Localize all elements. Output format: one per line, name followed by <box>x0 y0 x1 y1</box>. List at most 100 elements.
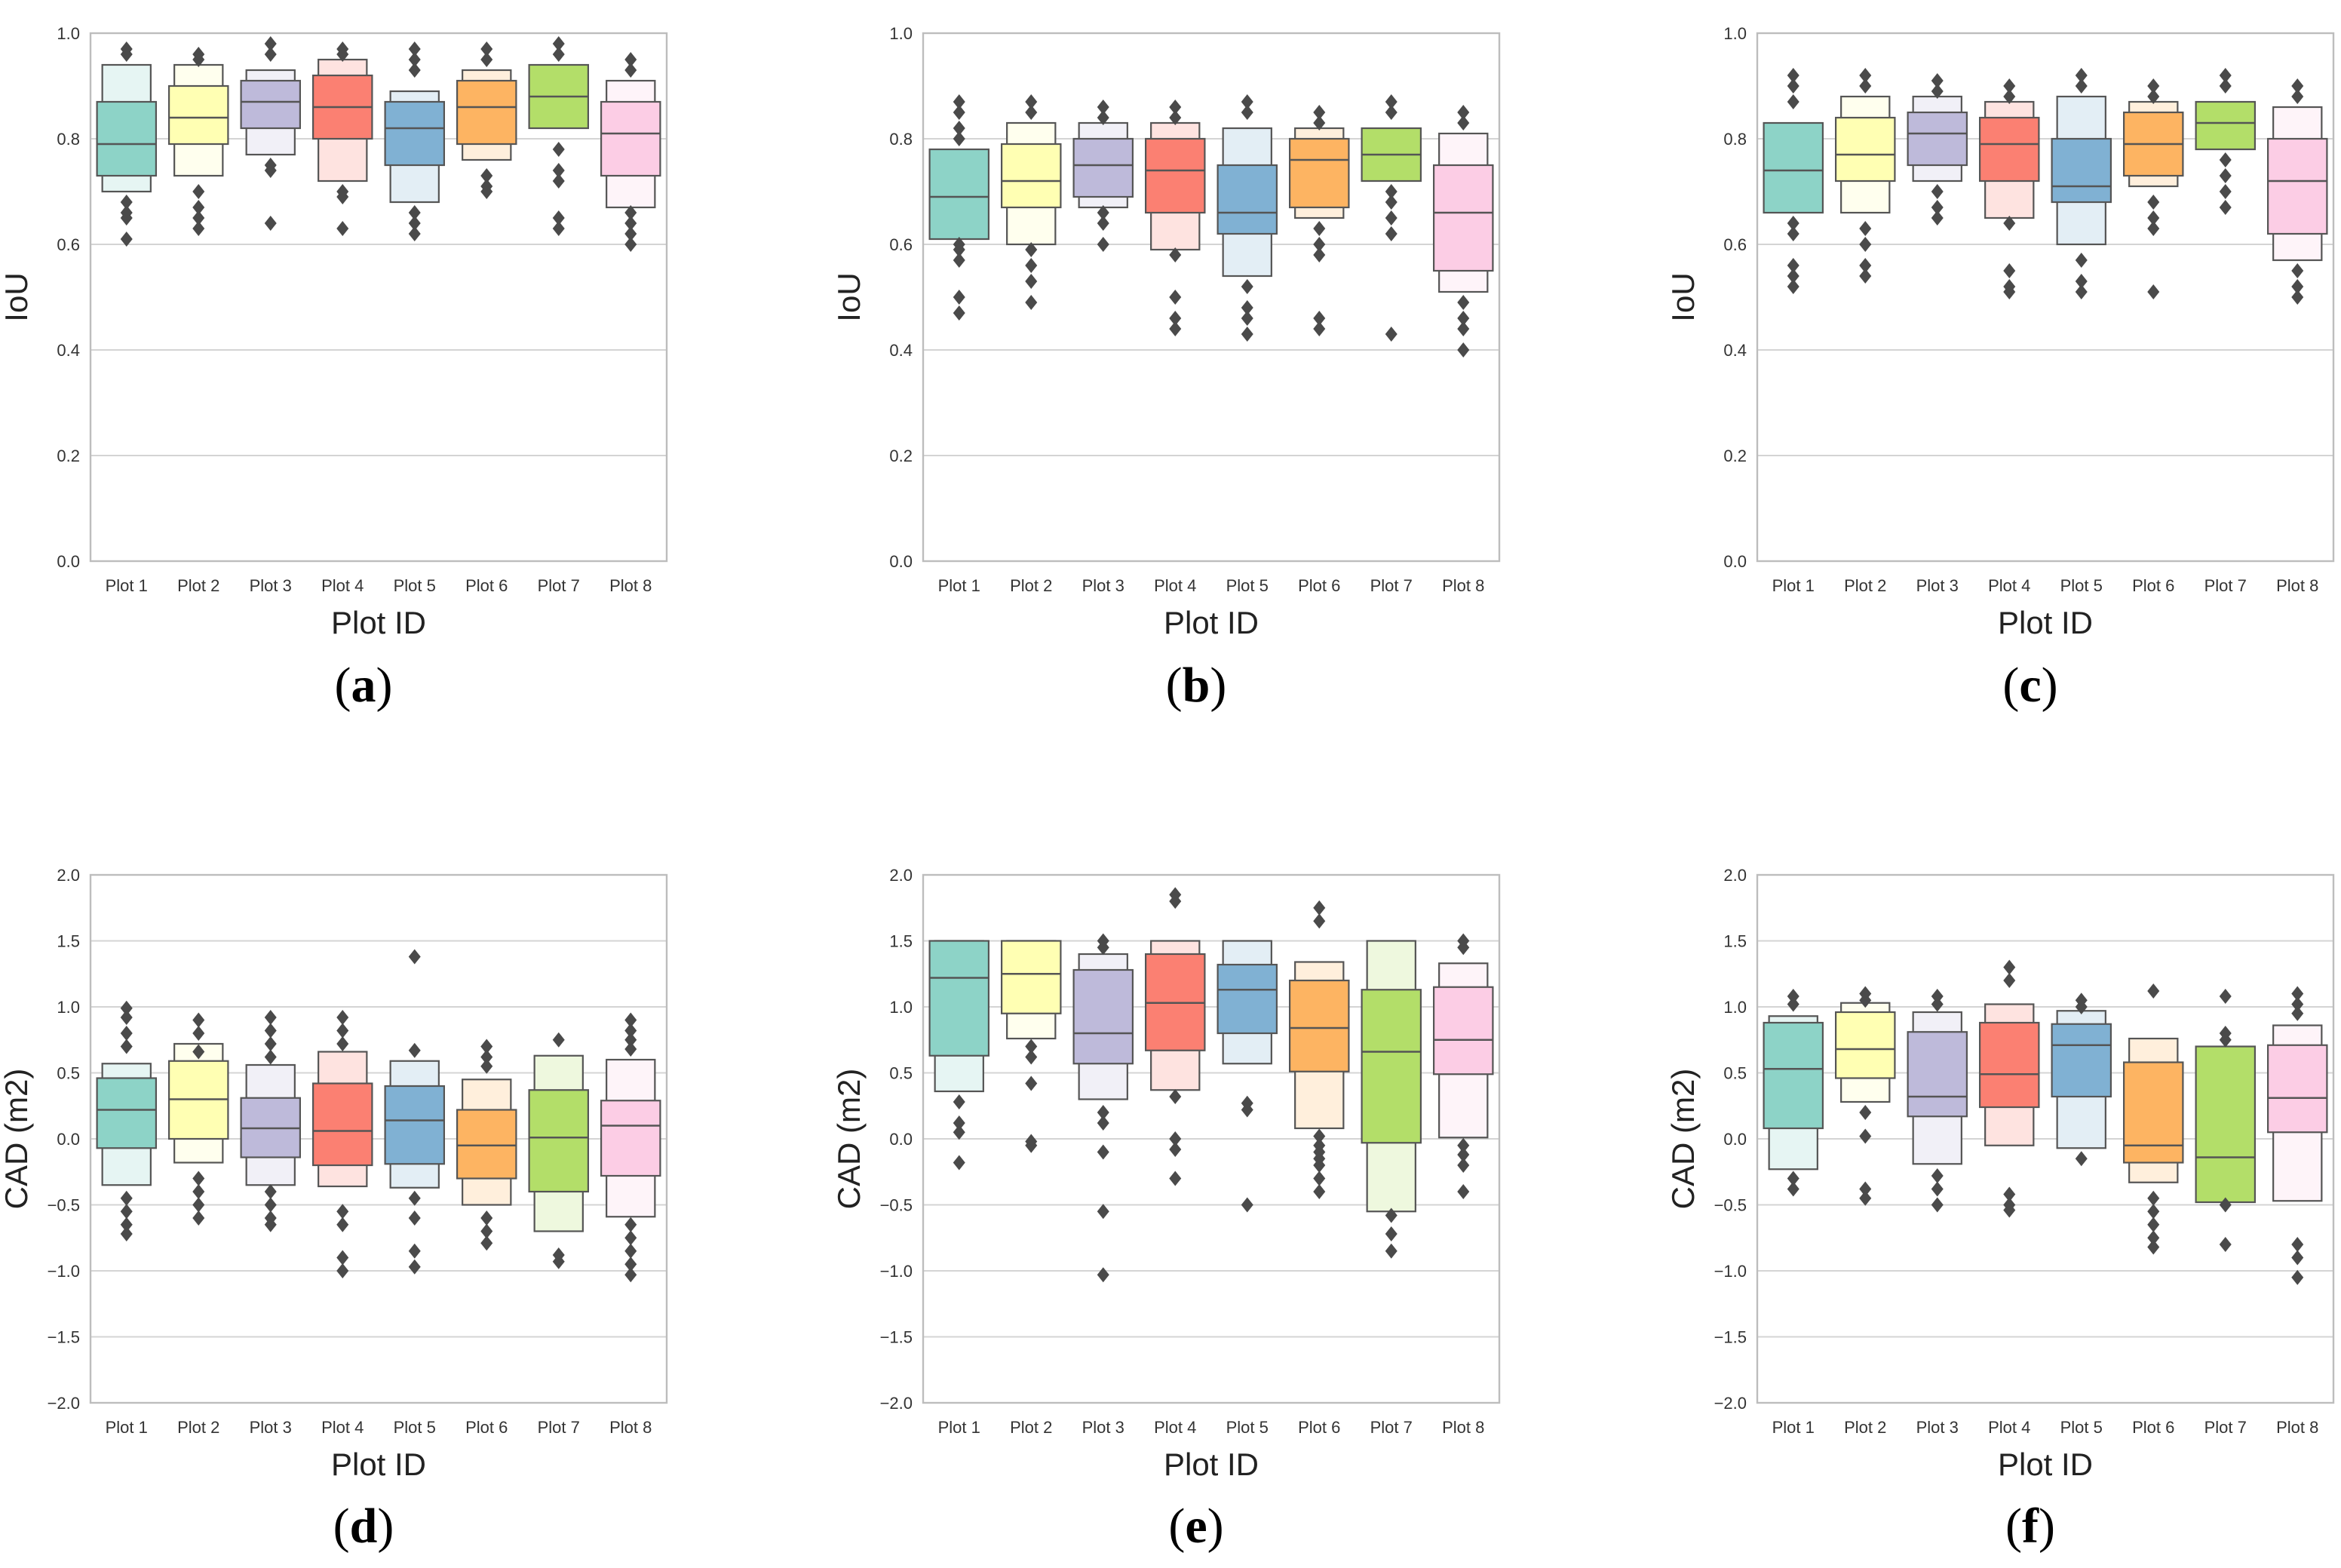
boxen-core <box>1000 940 1062 1014</box>
y-axis-title: IoU <box>0 272 34 321</box>
boxen-4 <box>311 1010 373 1278</box>
outlier-point <box>192 221 205 236</box>
boxen-6 <box>1288 900 1350 1199</box>
outlier-point <box>2147 1190 2160 1206</box>
outlier-point <box>336 1010 349 1025</box>
y-tick-label: 0.5 <box>889 1064 913 1083</box>
boxen-core <box>928 940 990 1057</box>
x-tick-label: Plot 6 <box>465 1418 508 1437</box>
outlier-point <box>2219 1237 2232 1252</box>
outlier-point <box>1787 94 1799 109</box>
x-tick-label: Plot 3 <box>250 1418 292 1437</box>
plot-frame <box>89 32 668 563</box>
outlier-point <box>1457 311 1470 326</box>
outlier-point <box>953 1094 965 1109</box>
outlier-point <box>1169 1142 1182 1157</box>
outlier-point <box>1169 100 1182 115</box>
panel-label: (c) <box>2002 658 2057 713</box>
outlier-point <box>953 131 965 146</box>
outlier-point <box>1313 1171 1326 1186</box>
outlier-point <box>120 195 133 210</box>
outlier-point <box>2003 1186 2016 1202</box>
panel-c: 0.0 0.2 0.4 0.6 0.8 1.0 Plot 1 Plot 2 Plot 3 Plot… <box>1665 24 2335 713</box>
y-tick-label: 1.5 <box>57 932 80 951</box>
outlier-point <box>2147 1204 2160 1220</box>
outlier-point <box>1241 311 1253 326</box>
outlier-point <box>1787 258 1799 273</box>
outlier-point <box>1097 100 1109 115</box>
outlier-point <box>336 1217 349 1232</box>
outlier-point <box>1931 996 1944 1012</box>
plot-frame <box>922 32 1501 563</box>
outlier-point <box>120 1039 133 1054</box>
outlier-point <box>1457 115 1470 130</box>
outlier-point <box>624 1012 637 1028</box>
outlier-point <box>192 200 205 215</box>
outlier-point <box>1097 1267 1109 1283</box>
outlier-point <box>2003 973 2016 988</box>
boxen-core <box>1978 116 2040 183</box>
boxen-7 <box>2195 68 2257 215</box>
outlier-point <box>1931 84 1944 99</box>
boxen-3 <box>1072 933 1134 1283</box>
outlier-point <box>2291 279 2304 294</box>
boxen-core <box>1907 111 1968 167</box>
boxen-core <box>2195 1045 2257 1204</box>
outlier-point <box>1313 115 1326 130</box>
outlier-point <box>408 226 421 241</box>
x-tick-label: Plot 8 <box>1442 576 1484 595</box>
boxen-1 <box>96 41 158 247</box>
outlier-point <box>1931 1168 1944 1183</box>
y-tick-label: 0.6 <box>1723 235 1747 254</box>
panel-e: −2.0 −1.5 −1.0 −0.5 0.0 0.5 1.0 1.5 2.0 Plot 1 Plo… <box>831 866 1501 1554</box>
x-tick-label: Plot 6 <box>2132 1418 2174 1437</box>
boxen-2 <box>1834 986 1896 1206</box>
outlier-point <box>120 1000 133 1016</box>
outlier-point <box>1169 894 1182 909</box>
boxen-1 <box>1763 68 1824 294</box>
x-tick-label: Plot 8 <box>2276 1418 2318 1437</box>
outlier-point <box>192 1026 205 1041</box>
boxen-8 <box>600 1012 661 1283</box>
outlier-point <box>624 1257 637 1272</box>
y-tick-label: −0.5 <box>880 1196 913 1215</box>
outlier-point <box>624 1032 637 1048</box>
x-axis-title: Plot ID <box>1998 605 2093 640</box>
x-tick-label: Plot 5 <box>1226 576 1269 595</box>
boxen-7 <box>2195 989 2257 1252</box>
boxen-3 <box>240 36 302 231</box>
outlier-point <box>192 1171 205 1186</box>
y-tick-label: −2.0 <box>1714 1394 1747 1413</box>
outlier-point <box>1457 1158 1470 1173</box>
outlier-point <box>1457 105 1470 120</box>
outlier-point <box>1859 258 1872 273</box>
outlier-point <box>2075 68 2088 83</box>
boxen-8 <box>2266 78 2328 305</box>
x-tick-label: Plot 5 <box>2060 1418 2103 1437</box>
outlier-point <box>1931 1197 1944 1213</box>
outlier-point <box>2003 959 2016 975</box>
x-tick-label: Plot 6 <box>465 576 508 595</box>
outlier-point <box>1169 110 1182 125</box>
boxen-4 <box>1978 959 2040 1218</box>
outlier-point <box>480 1211 493 1226</box>
y-tick-label: 0.6 <box>889 235 913 254</box>
outlier-point <box>624 205 637 220</box>
outlier-point <box>120 232 133 247</box>
panel-label: (d) <box>333 1499 394 1554</box>
outlier-point <box>1097 237 1109 252</box>
y-tick-label: −1.5 <box>880 1328 913 1347</box>
boxen-5 <box>1217 940 1278 1213</box>
x-tick-label: Plot 7 <box>1370 1418 1413 1437</box>
outlier-point <box>552 173 565 189</box>
x-tick-label: Plot 2 <box>1010 576 1052 595</box>
outlier-point <box>624 63 637 78</box>
boxen-4 <box>1144 100 1206 336</box>
outlier-point <box>1097 1204 1109 1220</box>
outlier-point <box>2147 195 2160 210</box>
x-tick-label: Plot 5 <box>394 576 436 595</box>
outlier-point <box>2291 1269 2304 1285</box>
boxen-8 <box>600 52 661 252</box>
outlier-point <box>624 1243 637 1259</box>
outlier-point <box>1787 68 1799 83</box>
